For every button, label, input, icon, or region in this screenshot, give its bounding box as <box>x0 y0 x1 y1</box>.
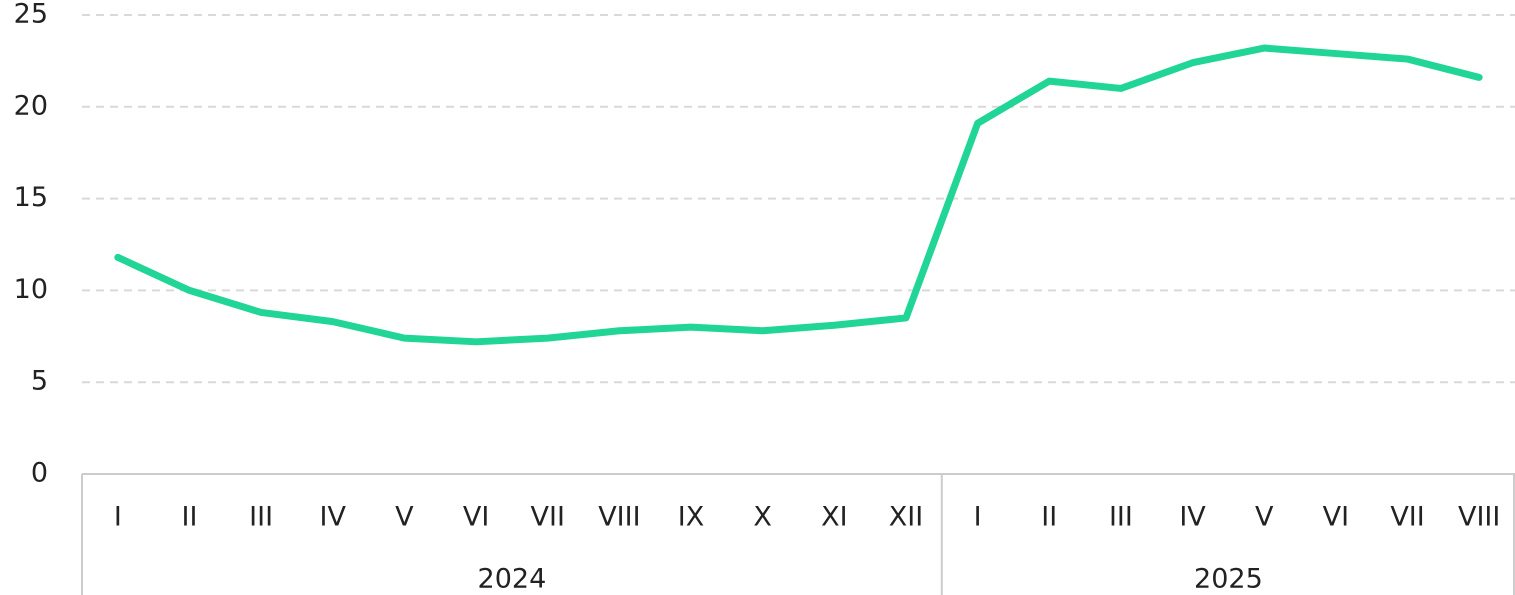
x-tick-label: VI <box>1323 502 1349 533</box>
x-tick-label: VI <box>463 502 489 533</box>
y-tick-label: 0 <box>31 458 48 489</box>
x-tick-label: XII <box>889 502 923 533</box>
x-tick-label: III <box>249 502 273 533</box>
x-tick-label: I <box>114 502 122 533</box>
x-tick-label: VIII <box>1458 502 1500 533</box>
x-tick-label: V <box>1255 502 1274 533</box>
data-line <box>114 44 1483 346</box>
y-tick-label: 5 <box>31 366 48 397</box>
y-tick-label: 10 <box>14 274 48 305</box>
x-tick-label: IV <box>320 502 347 533</box>
x-tick-label: IX <box>678 502 704 533</box>
x-tick-label: VIII <box>598 502 640 533</box>
y-tick-label: 15 <box>14 182 48 213</box>
x-tick-label: XI <box>821 502 847 533</box>
group-label: 2024 <box>478 564 547 595</box>
x-tick-label: VII <box>1390 502 1424 533</box>
x-tick-label: II <box>1041 502 1057 533</box>
x-tick-label: VII <box>531 502 565 533</box>
x-tick-label: X <box>753 502 772 533</box>
y-tick-label: 25 <box>14 0 48 30</box>
group-label: 2025 <box>1194 564 1263 595</box>
y-tick-label: 20 <box>14 90 48 121</box>
x-tick-label: IV <box>1179 502 1206 533</box>
x-tick-label: III <box>1109 502 1133 533</box>
x-tick-label: V <box>395 502 414 533</box>
x-tick-label: I <box>974 502 982 533</box>
x-tick-label: II <box>182 502 198 533</box>
